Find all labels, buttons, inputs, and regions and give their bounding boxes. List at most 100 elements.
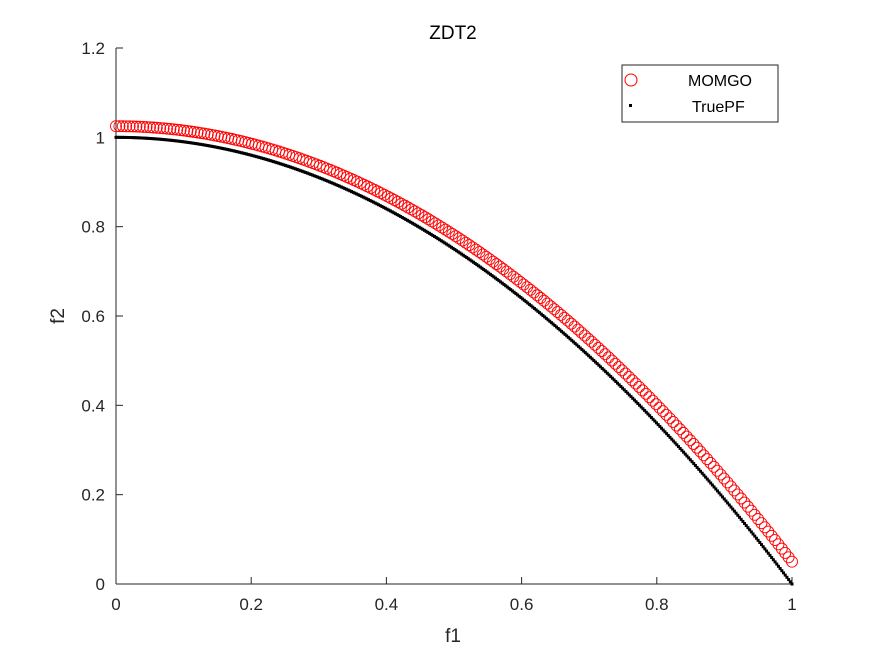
- truepf-point: [167, 138, 171, 142]
- truepf-point: [478, 265, 482, 269]
- truepf-point: [407, 219, 411, 223]
- truepf-point: [710, 483, 714, 487]
- truepf-point: [278, 162, 282, 166]
- truepf-point: [505, 285, 509, 289]
- truepf-point: [133, 136, 137, 140]
- momgo-point: [517, 278, 530, 291]
- truepf-point: [197, 142, 201, 146]
- truepf-point: [205, 144, 209, 148]
- truepf-point: [544, 316, 548, 320]
- x-tick-label: 0: [111, 595, 120, 614]
- truepf-point: [673, 441, 677, 445]
- momgo-point: [578, 329, 591, 342]
- truepf-point: [671, 439, 675, 443]
- truepf-point: [163, 138, 167, 142]
- truepf-point: [536, 309, 540, 313]
- truepf-point: [456, 250, 460, 254]
- truepf-point: [170, 138, 174, 142]
- truepf-point: [737, 515, 741, 519]
- truepf-point: [717, 491, 721, 495]
- truepf-point: [631, 396, 635, 400]
- truepf-point: [356, 193, 360, 197]
- momgo-point: [782, 551, 795, 564]
- momgo-point: [402, 201, 415, 214]
- momgo-point: [582, 332, 595, 345]
- momgo-point: [283, 148, 296, 161]
- truepf-point: [165, 138, 169, 142]
- truepf-point: [316, 175, 320, 179]
- truepf-point: [638, 403, 642, 407]
- truepf-point: [355, 192, 359, 196]
- truepf-point: [546, 318, 550, 322]
- truepf-point: [483, 269, 487, 273]
- truepf-point: [609, 375, 613, 379]
- truepf-point: [660, 426, 664, 430]
- momgo-point: [673, 423, 686, 436]
- y-tick-label: 0.2: [81, 486, 105, 505]
- truepf-point: [256, 155, 260, 159]
- truepf-point: [417, 225, 421, 229]
- truepf-point: [236, 150, 240, 154]
- momgo-point: [174, 124, 187, 137]
- momgo-point: [752, 513, 764, 525]
- truepf-point: [790, 582, 794, 586]
- truepf-point: [243, 152, 247, 156]
- truepf-point: [729, 505, 733, 509]
- truepf-point: [427, 231, 431, 235]
- momgo-point: [660, 408, 673, 421]
- momgo-point: [606, 354, 618, 367]
- truepf-point: [785, 575, 789, 579]
- legend-marker-momgo: [624, 73, 638, 87]
- truepf-point: [304, 171, 308, 175]
- momgo-point: [704, 457, 717, 469]
- momgo-point: [639, 387, 652, 400]
- momgo-point: [449, 230, 462, 243]
- momgo-point: [405, 203, 418, 216]
- truepf-point: [200, 143, 204, 147]
- truepf-point: [409, 220, 413, 224]
- truepf-point: [429, 232, 433, 236]
- truepf-point: [377, 203, 381, 207]
- truepf-point: [583, 351, 587, 355]
- truepf-point: [695, 465, 699, 469]
- truepf-point: [239, 151, 243, 155]
- legend-label-truepf: TruePF: [692, 99, 745, 116]
- truepf-point: [161, 138, 165, 142]
- truepf-point: [361, 195, 365, 199]
- truepf-point: [299, 169, 303, 173]
- truepf-point: [183, 140, 187, 144]
- truepf-point: [327, 180, 331, 184]
- truepf-point: [388, 209, 392, 213]
- momgo-point: [150, 121, 163, 134]
- truepf-point: [605, 371, 609, 375]
- truepf-point: [180, 140, 184, 144]
- truepf-point: [126, 135, 130, 139]
- truepf-point: [329, 181, 333, 185]
- momgo-point: [575, 326, 588, 339]
- momgo-point: [439, 223, 452, 236]
- truepf-point: [704, 475, 708, 479]
- truepf-point: [485, 270, 489, 274]
- truepf-point: [688, 458, 692, 462]
- truepf-point: [414, 223, 418, 227]
- momgo-point: [456, 234, 469, 247]
- truepf-point: [211, 144, 215, 148]
- truepf-point: [532, 307, 536, 311]
- truepf-point: [370, 199, 374, 203]
- truepf-point: [632, 398, 636, 402]
- momgo-point: [677, 426, 690, 439]
- truepf-point: [212, 145, 216, 149]
- truepf-point: [621, 386, 625, 390]
- momgo-point: [470, 243, 483, 256]
- truepf-point: [653, 419, 657, 423]
- truepf-point: [122, 135, 126, 139]
- truepf-point: [504, 284, 508, 288]
- truepf-point: [693, 463, 697, 467]
- momgo-point: [116, 120, 129, 133]
- momgo-point: [694, 445, 707, 458]
- truepf-point: [434, 236, 438, 240]
- truepf-point: [177, 139, 181, 143]
- truepf-point: [241, 151, 245, 155]
- momgo-point: [646, 394, 659, 407]
- truepf-point: [683, 452, 687, 456]
